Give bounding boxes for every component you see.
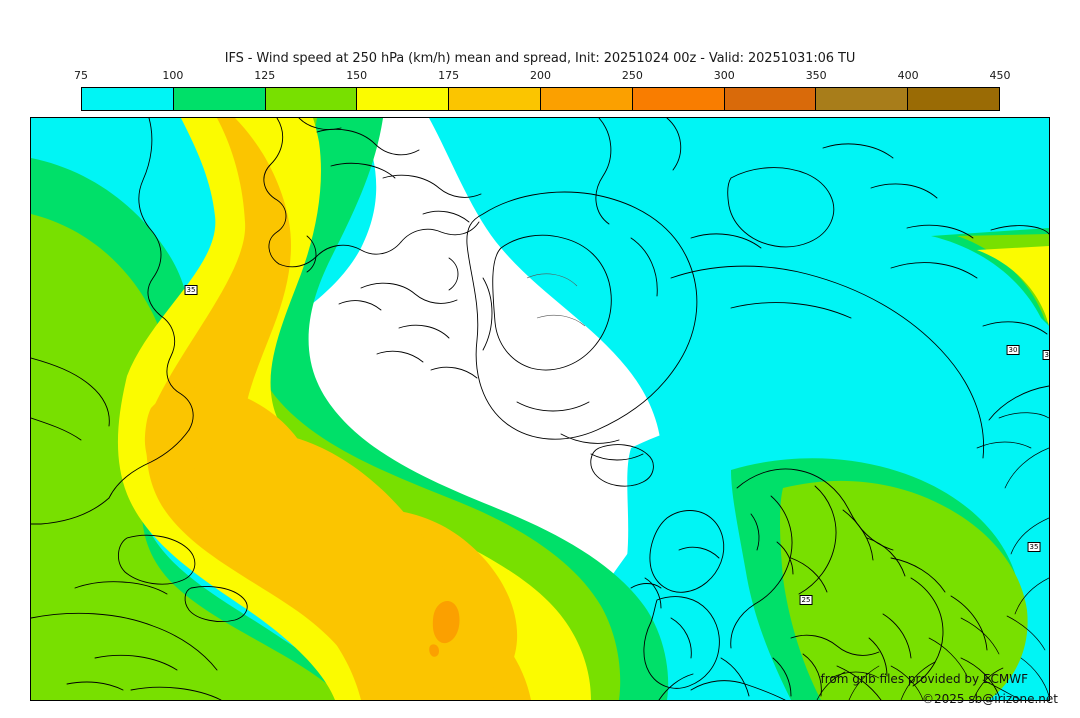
data-source-credit: from grib files provided by ECMWF <box>820 672 1028 686</box>
colorbar-band-175-200 <box>449 88 541 110</box>
colorbar-tick-250: 250 <box>621 69 643 82</box>
isoline-label: 35 <box>184 285 198 295</box>
colorbar-tick-100: 100 <box>162 69 184 82</box>
isoline-label: 25 <box>799 595 813 605</box>
colorbar-band-350-400 <box>816 88 909 110</box>
colorbar-band-125-150 <box>265 88 358 110</box>
colorbar-band-100-125 <box>173 88 266 110</box>
colorbar-tick-350: 350 <box>805 69 827 82</box>
copyright-credit: ©2025 sb@irizone.net <box>922 692 1058 706</box>
colorbar-band-200-250 <box>540 88 633 110</box>
isoline-label: 30 <box>1006 345 1020 355</box>
colorbar-tick-175: 175 <box>438 69 460 82</box>
colorbar-band-250-300 <box>632 88 725 110</box>
colorbar-tick-200: 200 <box>530 69 551 82</box>
colorbar-band-300-350 <box>724 88 817 110</box>
colorbar-legend: 75 100 125 150 175 200 250 300 350 400 450 <box>74 69 1011 111</box>
colorbar-tick-300: 300 <box>713 69 735 82</box>
colorbar-band-400-450 <box>908 88 999 110</box>
colorbar-tick-125: 125 <box>254 69 276 82</box>
colorbar-tick-labels: 75 100 125 150 175 200 250 300 350 400 450 <box>74 69 1011 85</box>
wind-speed-field <box>31 118 1049 700</box>
map-canvas: 35303035253025 <box>30 117 1050 701</box>
isoline-label: 30 <box>1042 350 1049 360</box>
colorbar-tick-400: 400 <box>897 69 919 82</box>
page-title: IFS - Wind speed at 250 hPa (km/h) mean … <box>224 51 856 66</box>
colorbar-tick-150: 150 <box>346 69 368 82</box>
colorbar-band-150-175 <box>357 88 450 110</box>
colorbar-band-75-100 <box>82 88 174 110</box>
colorbar-tick-75: 75 <box>74 69 88 82</box>
colorbar-bands <box>81 87 1000 111</box>
isoline-label: 35 <box>1027 542 1041 552</box>
colorbar-tick-450: 450 <box>989 69 1011 82</box>
